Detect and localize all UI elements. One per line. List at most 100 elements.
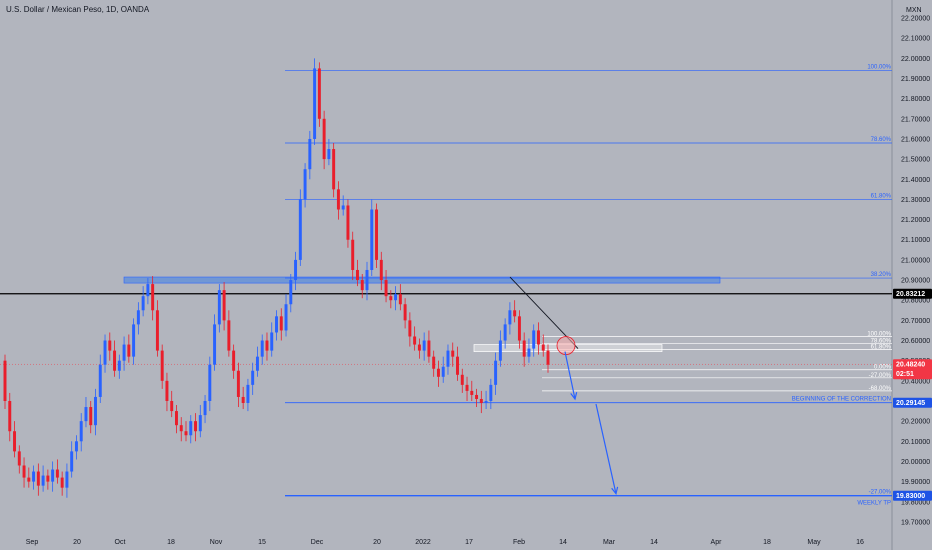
candle-body [427, 340, 431, 357]
candle [389, 290, 393, 309]
currency-label: MXN [906, 7, 922, 14]
candle-body [503, 324, 507, 341]
candle [241, 386, 245, 410]
candle-body [279, 316, 283, 331]
candle [508, 302, 512, 335]
candle-body [236, 370, 240, 397]
projection-arrow-1 [564, 351, 576, 400]
y-tick-label: 20.20000 [901, 419, 930, 426]
candle-body [313, 68, 317, 139]
candle [451, 342, 455, 367]
candle [294, 251, 298, 291]
candle [260, 334, 264, 365]
candle [332, 142, 336, 198]
candle-body [132, 324, 136, 357]
candle-body [351, 239, 355, 270]
y-tick-label: 22.20000 [901, 16, 930, 23]
candle-body [189, 421, 193, 436]
candle [517, 310, 521, 349]
x-tick-label: Feb [513, 539, 525, 546]
price-tag-value: 19.83000 [896, 493, 925, 500]
candle-body [522, 340, 526, 357]
target-level-label: BEGINNING OF THE CORRECTION [792, 397, 891, 403]
candle [465, 376, 469, 401]
candle [89, 400, 93, 434]
y-tick-label: 21.60000 [901, 136, 930, 143]
candle-body [360, 280, 364, 291]
candle-body [317, 68, 321, 119]
candle [222, 282, 226, 331]
candle [475, 388, 479, 408]
candle [265, 332, 269, 361]
candle-body [436, 368, 440, 377]
candle [8, 392, 12, 442]
x-tick-label: 15 [258, 539, 266, 546]
candle [203, 394, 207, 424]
target-level-label: WEEKLY TP [857, 501, 891, 507]
candle [298, 189, 302, 266]
y-tick-label: 20.70000 [901, 318, 930, 325]
candle [36, 463, 40, 496]
candle [336, 181, 340, 220]
candle [32, 465, 36, 490]
x-tick-label: 18 [167, 539, 175, 546]
candle [346, 199, 350, 248]
x-tick-label: Oct [115, 539, 126, 546]
candle-body [479, 398, 483, 404]
y-tick-label: 21.10000 [901, 237, 930, 244]
candle [322, 110, 326, 170]
candle [3, 354, 7, 410]
candle-body [303, 169, 307, 200]
x-tick-label: 20 [73, 539, 81, 546]
candle [494, 352, 498, 395]
candle [165, 372, 169, 412]
candle [208, 356, 212, 412]
candle-body [60, 477, 64, 488]
candle-body [70, 451, 74, 472]
candle [84, 396, 88, 428]
candle-body [232, 350, 236, 371]
projection-arrow-1-head [570, 392, 578, 401]
x-tick-label: Nov [210, 539, 223, 546]
candle [527, 338, 531, 363]
candle [498, 330, 502, 367]
candle [408, 312, 412, 347]
price-tag-box [893, 288, 932, 299]
candle-body [213, 324, 217, 365]
candle-body [446, 350, 450, 367]
x-tick-label: 2022 [415, 539, 431, 546]
candle [279, 308, 283, 341]
candle [113, 340, 117, 377]
candle [351, 231, 355, 281]
candle [179, 417, 183, 442]
candle [308, 130, 312, 180]
candle [146, 278, 150, 305]
candle-body [294, 259, 298, 281]
price-tag-value: 20.83212 [896, 291, 925, 298]
candle-body [460, 374, 464, 385]
candle-body [136, 310, 140, 325]
projection-arrow-2-head [611, 486, 619, 496]
x-tick-label: Apr [711, 539, 723, 546]
candle-body [470, 390, 474, 395]
candle-body [408, 320, 412, 337]
candle-body [251, 370, 255, 385]
candle [51, 461, 55, 492]
candle-body [27, 477, 31, 482]
candle [384, 269, 388, 303]
candle-body [260, 340, 264, 357]
candle-body [365, 269, 369, 291]
candle [155, 300, 159, 357]
candle [246, 378, 250, 412]
candle-body [513, 310, 517, 317]
candle-body [94, 396, 97, 426]
candle [522, 332, 526, 367]
price-tag-value: 20.29145 [896, 400, 925, 407]
fib-level-label: 78.60% [871, 137, 892, 143]
candle-body [89, 407, 93, 426]
x-tick-label: 17 [465, 539, 473, 546]
y-tick-label: 21.40000 [901, 177, 930, 184]
candle-body [255, 356, 259, 371]
candle-body [413, 336, 417, 345]
